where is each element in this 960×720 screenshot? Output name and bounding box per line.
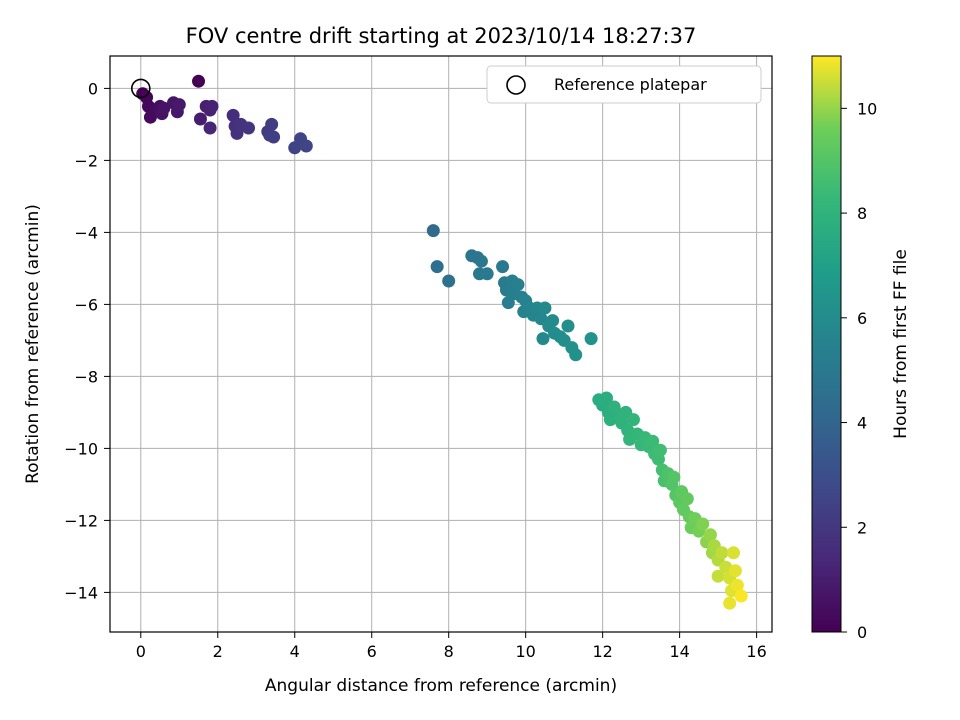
data-point — [511, 278, 525, 292]
data-point — [711, 569, 725, 583]
y-tick-label: −2 — [74, 151, 98, 170]
data-point — [172, 98, 186, 112]
colorbar — [811, 55, 842, 633]
data-point — [193, 112, 207, 126]
data-point — [242, 121, 256, 135]
data-point — [715, 546, 729, 560]
y-tick-label: −12 — [64, 511, 98, 530]
colorbar-tick-label: 2 — [857, 518, 867, 537]
data-point — [728, 564, 742, 578]
x-tick-label: 10 — [515, 642, 535, 661]
colorbar-tick-label: 0 — [857, 623, 867, 642]
data-point — [653, 443, 667, 457]
x-axis-ticks: 0 2 4 6 8 10 12 14 16 — [136, 632, 767, 661]
data-point — [480, 267, 494, 281]
colorbar-tick-label: 8 — [857, 204, 867, 223]
data-point — [730, 578, 744, 592]
data-point — [157, 101, 171, 115]
plot-frame — [109, 55, 773, 633]
data-point — [426, 224, 440, 238]
y-tick-label: −8 — [74, 367, 98, 386]
data-point — [496, 260, 510, 274]
data-point — [536, 332, 550, 346]
x-axis-label: Angular distance from reference (arcmin) — [265, 676, 617, 696]
colorbar-tick-label: 6 — [857, 309, 867, 328]
data-point — [442, 274, 456, 288]
legend: Reference platepar — [486, 65, 762, 104]
data-point — [546, 314, 560, 328]
data-point — [703, 528, 717, 542]
y-tick-label: −4 — [74, 223, 98, 242]
data-point — [727, 546, 741, 560]
data-point — [667, 470, 681, 484]
y-tick-label: −10 — [64, 439, 98, 458]
colorbar-label: Hours from first FF file — [891, 249, 911, 439]
data-point — [600, 391, 613, 405]
data-points — [136, 74, 748, 610]
legend-label: Reference platepar — [554, 75, 707, 94]
data-point — [723, 596, 737, 610]
data-point — [203, 121, 217, 135]
x-tick-label: 8 — [444, 642, 454, 661]
reference-marker — [130, 78, 151, 99]
chart-title: FOV centre drift starting at 2023/10/14 … — [186, 24, 697, 48]
x-tick-label: 2 — [213, 642, 223, 661]
data-point — [734, 589, 748, 603]
x-tick-label: 16 — [746, 642, 766, 661]
x-tick-label: 6 — [367, 642, 377, 661]
y-axis-label: Rotation from reference (arcmin) — [23, 204, 43, 484]
colorbar-tick-label: 4 — [857, 414, 867, 433]
data-point — [226, 108, 240, 122]
data-point — [430, 260, 444, 274]
colorbar-tick-label: 10 — [857, 99, 877, 118]
y-tick-label: −6 — [74, 295, 98, 314]
data-point — [474, 254, 488, 268]
x-tick-label: 14 — [669, 642, 689, 661]
data-point — [646, 434, 660, 448]
data-point — [626, 413, 640, 427]
data-point — [538, 301, 552, 315]
legend-box — [486, 65, 762, 104]
x-tick-label: 4 — [290, 642, 300, 661]
data-point — [205, 99, 219, 113]
x-tick-label: 12 — [592, 642, 612, 661]
colorbar-ticks: 0 2 4 6 8 10 — [841, 99, 877, 642]
y-tick-label: −14 — [64, 583, 98, 602]
reference-point — [130, 78, 151, 99]
data-point — [680, 492, 694, 506]
data-point — [696, 517, 710, 531]
data-point — [561, 319, 575, 333]
legend-marker-icon — [506, 75, 526, 95]
y-tick-label: 0 — [88, 79, 98, 98]
data-point — [569, 348, 583, 362]
data-point — [267, 130, 281, 144]
x-tick-label: 0 — [136, 642, 146, 661]
y-axis-ticks: 0 −2 −4 −6 −8 −10 −12 −14 — [64, 79, 110, 602]
data-point — [265, 117, 279, 131]
data-point — [192, 74, 206, 88]
grid-lines — [110, 56, 772, 632]
data-point — [584, 332, 598, 346]
data-point — [299, 139, 313, 153]
